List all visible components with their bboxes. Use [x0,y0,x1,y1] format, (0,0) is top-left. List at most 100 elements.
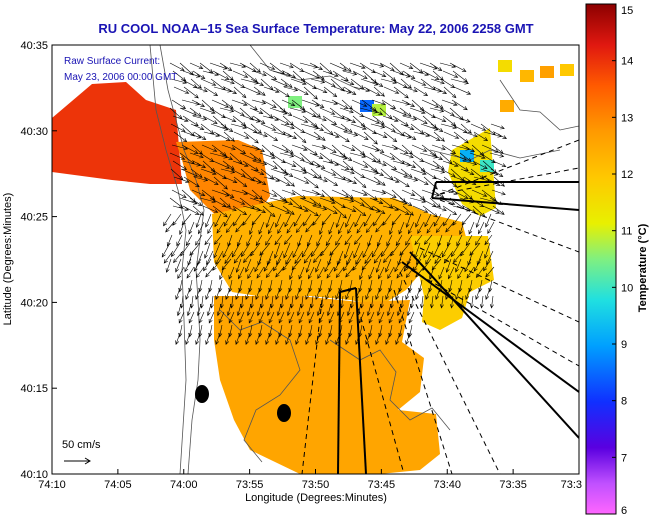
current-vector [423,234,433,245]
current-vector [423,131,441,141]
track-line-dashed [301,299,323,474]
current-vector [295,221,305,234]
current-vector [339,152,353,161]
current-vector [286,303,292,317]
current-vector [333,131,350,143]
current-vector [231,242,241,258]
current-vector [311,144,327,150]
current-vector [270,78,289,87]
current-vector [470,123,487,131]
current-vector [482,205,501,214]
current-vector [380,78,398,85]
current-vector [232,160,249,167]
current-vector [203,86,219,96]
current-vector [213,242,221,259]
current-vector [177,266,185,280]
current-vector [292,205,309,212]
current-vector [429,295,434,309]
current-vector [369,152,381,163]
current-vector [329,62,348,71]
current-vector [453,86,472,95]
current-vector [375,221,385,233]
track-line-solid [339,287,357,293]
current-vector [263,131,279,141]
current-vector [283,131,298,139]
current-vector [228,324,233,338]
current-vector [253,131,268,138]
current-vector [449,107,464,121]
current-vector [303,176,319,189]
current-vector [279,197,294,205]
current-vector [455,287,461,300]
current-vector [205,266,215,278]
current-vector [259,242,271,256]
current-vector [420,168,437,180]
current-vector [258,279,263,293]
current-vector [323,131,340,138]
current-vector [215,332,221,345]
current-vector [210,123,229,131]
current-vector [248,311,255,324]
current-vector [402,70,416,79]
current-vector [170,123,186,132]
current-vector [459,197,474,204]
current-vector [328,324,333,338]
current-vector [306,303,312,317]
current-vector [431,144,446,151]
current-vector [381,189,397,198]
current-vector [406,250,414,266]
current-vector [303,131,322,140]
current-vector [299,197,318,206]
current-vector [483,176,501,186]
current-vector [315,332,321,345]
current-vector [396,266,405,279]
current-vector [271,144,290,153]
current-vector [379,197,394,209]
current-vector [242,70,258,83]
current-vector [408,221,415,235]
current-vector [206,303,212,317]
colorbar-tick-label: 11 [621,226,632,238]
current-vector [405,287,411,300]
colorbar-tick-label: 8 [621,396,627,408]
current-vector [260,168,275,180]
current-vector [423,176,438,190]
current-vector [435,221,445,234]
current-vector [362,115,381,124]
current-vector [376,303,382,317]
current-vector [299,152,314,166]
current-vector [401,189,416,196]
current-vector [371,242,381,258]
current-vector [242,115,261,123]
current-vector [175,287,181,300]
current-vector [365,287,371,300]
current-vector [359,266,365,280]
current-vector [363,131,378,145]
current-vector [438,266,445,280]
current-vector [381,242,391,258]
current-vector [302,205,319,217]
current-vector [461,144,476,152]
current-vector [378,266,385,280]
current-vector [432,115,447,122]
current-vector [484,242,491,259]
current-vector [272,115,290,125]
current-vector [238,324,243,338]
current-vector [378,279,383,293]
current-vector [395,234,403,247]
current-vector [348,324,353,338]
current-vector [232,70,249,78]
current-vector [411,144,428,152]
current-vector [468,221,475,235]
current-vector [319,221,325,235]
current-vector [389,221,395,235]
current-vector [315,287,321,300]
current-vector [283,176,295,187]
x-tick-label: 73:40 [433,479,461,491]
current-vector [348,279,353,293]
current-vector [285,287,291,300]
current-vector [301,144,318,156]
current-vector [268,324,273,338]
current-vector [394,258,402,273]
current-vector [215,250,224,265]
